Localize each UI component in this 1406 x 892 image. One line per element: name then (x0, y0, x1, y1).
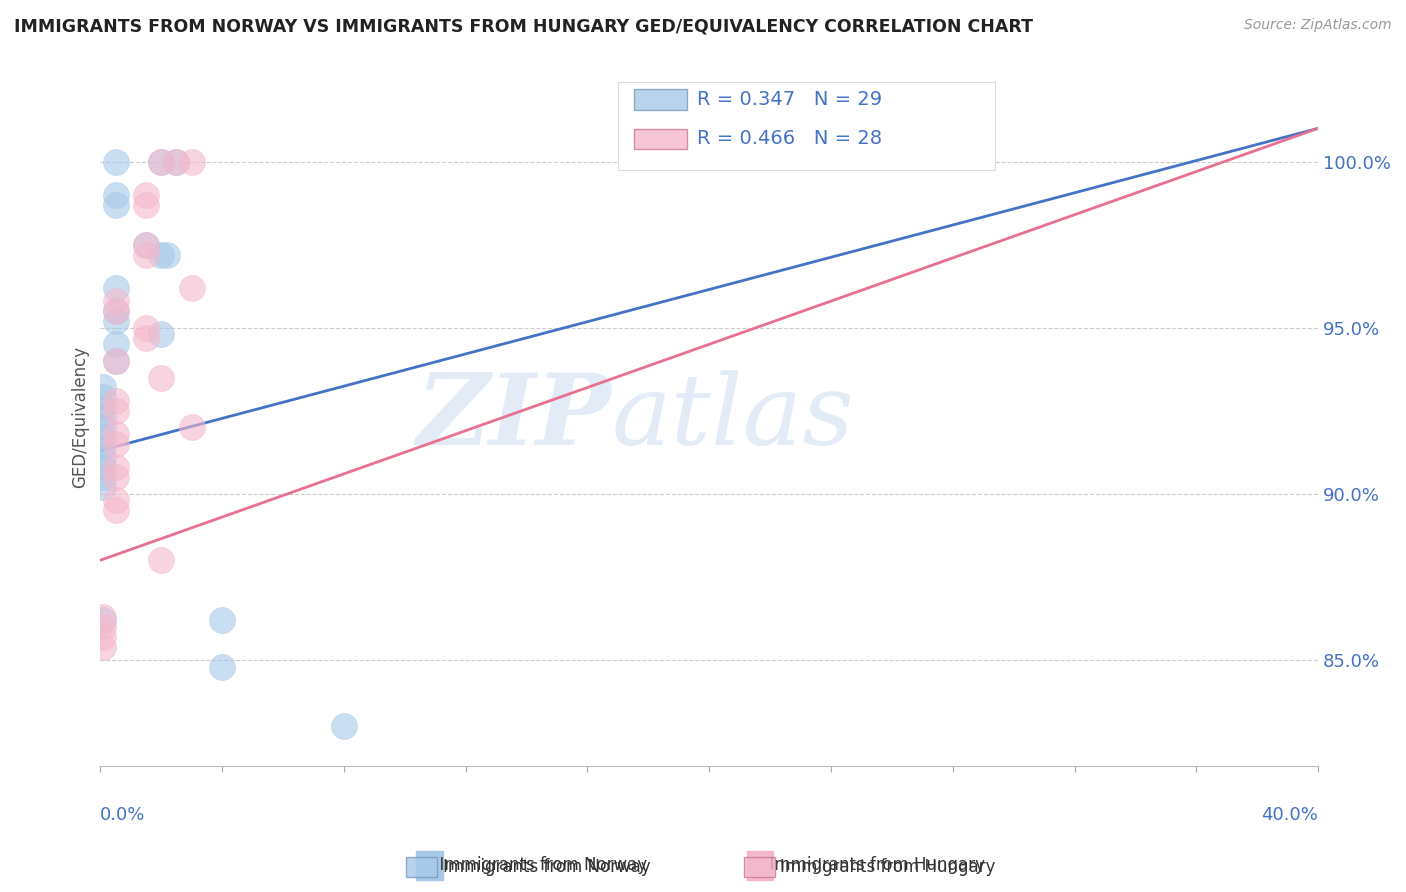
Text: atlas: atlas (612, 369, 855, 465)
Point (93, 420, 115, 434)
Point (180, 281, 202, 295)
Point (104, 337, 127, 351)
Point (104, 198, 127, 212)
Point (150, 553, 173, 567)
Point (104, 460, 127, 475)
Point (93, 480, 115, 494)
Point (93, 380, 115, 394)
Point (93, 460, 115, 475)
Point (104, 304, 127, 318)
Point (135, 237, 157, 252)
Point (104, 294, 127, 309)
Point (104, 304, 127, 318)
Text: Immigrants from Norway: Immigrants from Norway (443, 858, 651, 876)
Point (135, 237, 157, 252)
Point (211, 613, 233, 627)
Point (93, 450, 115, 465)
Point (104, 354, 127, 368)
Point (150, 154, 173, 169)
Point (93, 430, 115, 444)
Point (93, 391, 115, 405)
Point (104, 470, 127, 484)
Point (93, 401, 115, 415)
Text: ZIP: ZIP (416, 369, 612, 466)
Point (104, 314, 127, 328)
Point (135, 198, 157, 212)
FancyBboxPatch shape (617, 82, 995, 169)
Point (166, 154, 188, 169)
Point (180, 420, 202, 434)
Point (104, 403, 127, 417)
Point (333, 719, 356, 733)
Text: IMMIGRANTS FROM NORWAY VS IMMIGRANTS FROM HUNGARY GED/EQUIVALENCY CORRELATION CH: IMMIGRANTS FROM NORWAY VS IMMIGRANTS FRO… (14, 18, 1033, 36)
Point (93, 440, 115, 454)
Text: R = 0.347   N = 29: R = 0.347 N = 29 (697, 90, 882, 109)
FancyBboxPatch shape (634, 89, 688, 110)
Point (156, 247, 179, 261)
Point (104, 187, 127, 202)
Point (93, 470, 115, 484)
Point (150, 154, 173, 169)
Point (150, 370, 173, 384)
Point (93, 410, 115, 425)
Point (93, 620, 115, 634)
Text: Source: ZipAtlas.com: Source: ZipAtlas.com (1244, 18, 1392, 32)
Point (93, 609, 115, 624)
Point (93, 613, 115, 627)
Text: Immigrants from Hungary: Immigrants from Hungary (759, 856, 986, 874)
Point (135, 187, 157, 202)
Point (104, 493, 127, 508)
Text: 40.0%: 40.0% (1261, 806, 1319, 824)
Point (93, 640, 115, 654)
Point (104, 427, 127, 442)
Point (150, 247, 173, 261)
Point (104, 393, 127, 408)
Point (104, 503, 127, 517)
Text: 0.0%: 0.0% (100, 806, 146, 824)
Point (104, 281, 127, 295)
Y-axis label: GED/Equivalency: GED/Equivalency (72, 346, 89, 489)
Point (180, 154, 202, 169)
Point (211, 659, 233, 673)
Point (93, 630, 115, 644)
Point (150, 327, 173, 342)
FancyBboxPatch shape (634, 128, 688, 149)
Text: Immigrants from Hungary: Immigrants from Hungary (780, 858, 995, 876)
Point (104, 154, 127, 169)
Text: R = 0.466   N = 28: R = 0.466 N = 28 (697, 128, 882, 148)
Point (166, 154, 188, 169)
Point (135, 331, 157, 345)
Point (104, 437, 127, 451)
Point (135, 247, 157, 261)
Point (104, 354, 127, 368)
Point (135, 320, 157, 334)
Text: Immigrants from Norway: Immigrants from Norway (429, 856, 647, 874)
